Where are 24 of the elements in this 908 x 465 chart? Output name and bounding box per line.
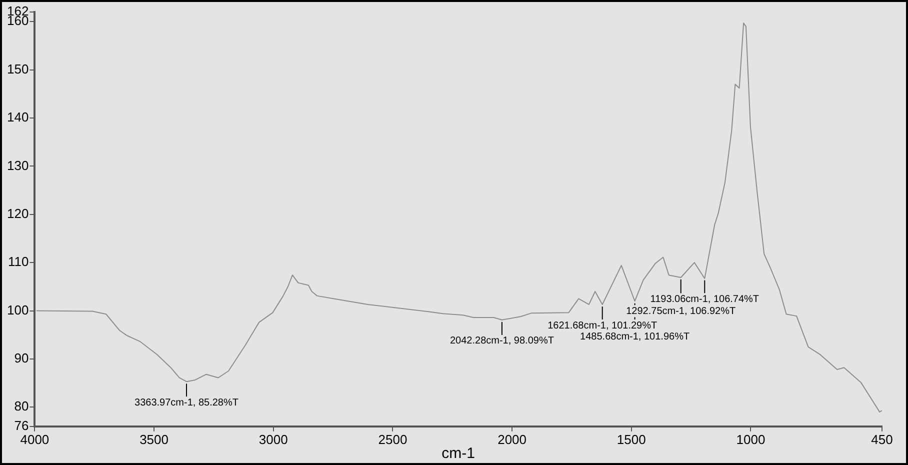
- x-tick-label: 4000: [20, 432, 50, 447]
- x-tick-label: 1000: [736, 432, 766, 447]
- x-tick-label: 3000: [258, 432, 288, 447]
- annotation: 2042.28cm-1, 98.09%T: [450, 336, 554, 347]
- y-tick-label: 140: [6, 110, 29, 125]
- annotation: 1193.06cm-1, 106.74%T: [650, 294, 760, 306]
- x-axis-title: cm-1: [442, 445, 476, 462]
- y-tick-label: 110: [8, 254, 29, 270]
- annotation: 1621.68cm-1, 101.29%T: [548, 320, 658, 332]
- y-tick-label: 120: [6, 206, 29, 221]
- x-tick-label: 450: [871, 432, 893, 447]
- x-tick-label: 1500: [616, 432, 646, 447]
- y-tick-label: 80: [14, 398, 29, 414]
- annotation: 3363.97cm-1, 85.28%T: [134, 397, 238, 408]
- y-tick-label: 76: [14, 418, 29, 433]
- y-tick-label: 90: [14, 350, 29, 366]
- y-tick-label: 130: [6, 158, 29, 173]
- x-tick-label: 2000: [498, 432, 527, 447]
- x-tick-label: 2500: [378, 432, 408, 447]
- y-tick-label: 100: [6, 302, 29, 318]
- y-tick-label: 150: [6, 61, 29, 76]
- annotation: 1485.68cm-1, 101.96%T: [580, 331, 690, 342]
- annotation: 1292.75cm-1, 106.92%T: [626, 306, 736, 317]
- x-tick-label: 3500: [140, 432, 168, 447]
